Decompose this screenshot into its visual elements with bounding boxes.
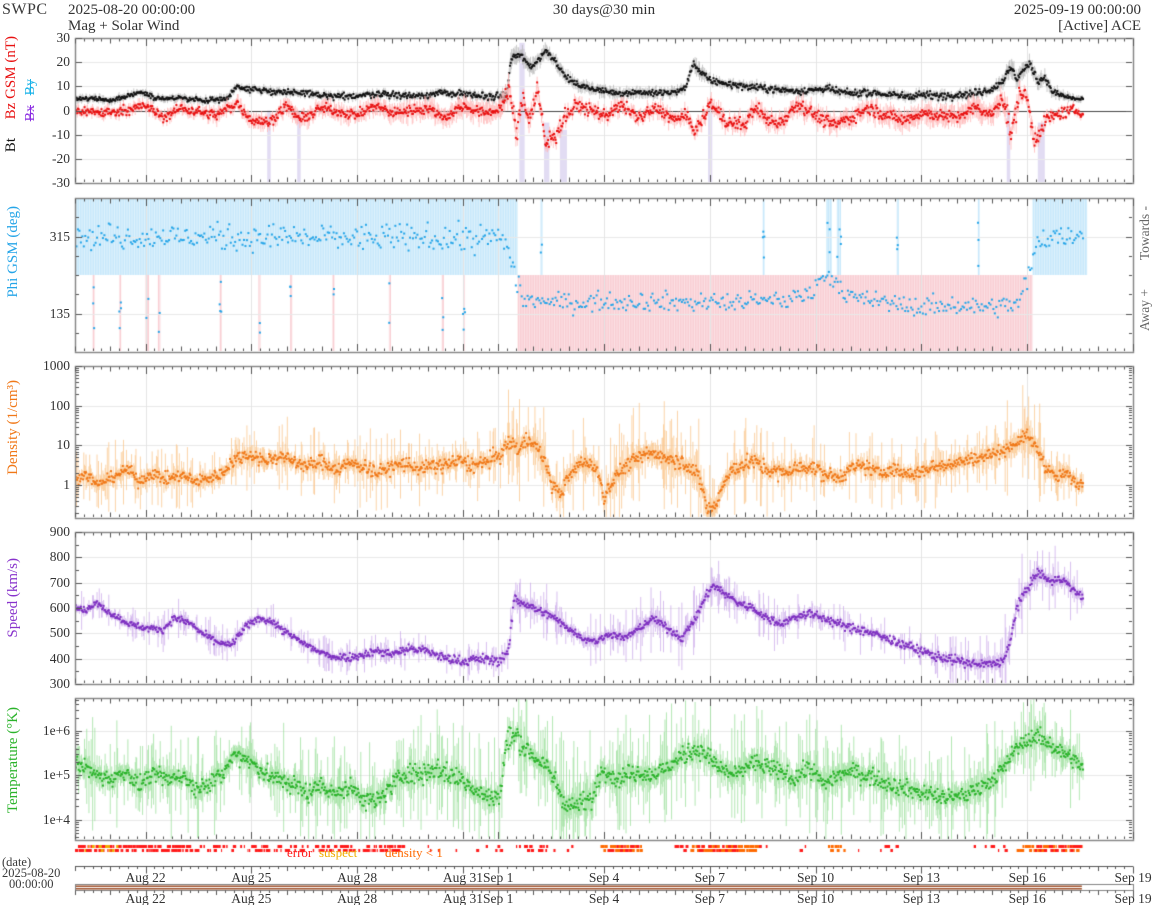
ytick-speed: 300 — [49, 676, 70, 691]
density-axis-title: Density (1/cm³) — [5, 380, 21, 475]
date-tick-row2: Aug 22 — [125, 891, 166, 905]
date-tick-row2: Sep 16 — [1008, 891, 1046, 905]
ytick-density: 1 — [63, 477, 70, 493]
date-tick-row1: Sep 7 — [694, 870, 725, 885]
date-tick-row1: Aug 22 — [125, 870, 166, 885]
ytick-density: 100 — [49, 397, 70, 413]
axis-start-time: 00:00:00 — [9, 877, 54, 891]
ytick-speed: 500 — [49, 625, 70, 641]
date-tick-row2: Sep 4 — [588, 891, 620, 905]
date-tick-row1: Aug 28 — [337, 870, 378, 885]
ytick-mag: 30 — [56, 30, 71, 45]
date-tick-row2: Sep 10 — [797, 891, 835, 905]
spacecraft-status: [Active] ACE — [1058, 18, 1141, 34]
date-tick-row2: Aug 28 — [337, 891, 378, 905]
ytick-phi: 135 — [49, 305, 70, 321]
date-tick-row1: Aug 25 — [231, 870, 272, 885]
date-tick-row2: Sep 13 — [902, 891, 940, 905]
cadence-note: 30 days@30 min — [552, 2, 656, 18]
date-tick-row2: Aug 25 — [231, 891, 272, 905]
ytick-speed: 700 — [49, 574, 70, 590]
date-tick-row1: Sep 10 — [797, 870, 835, 885]
ytick-density: 10 — [56, 437, 71, 453]
date-tick-row1: Sep 13 — [902, 870, 940, 885]
legend-suspect: suspect — [319, 845, 358, 860]
ytick-speed: 800 — [49, 549, 70, 565]
ytick-mag: 20 — [56, 54, 71, 70]
axis-start-date: 2025-08-20 — [2, 866, 61, 880]
start-datetime: 2025-08-20 00:00:00 — [68, 2, 196, 18]
ytick-mag: -20 — [52, 150, 70, 166]
date-tick-row1: Sep 16 — [1008, 870, 1046, 885]
date-tick-row2: Sep 19 — [1114, 891, 1152, 905]
ytick-density: 1000 — [43, 358, 70, 373]
away-sector-label: Away + — [1137, 289, 1152, 331]
date-tick-row1: Sep 1 — [483, 870, 514, 885]
end-datetime: 2025-09-19 00:00:00 — [1013, 2, 1141, 18]
ytick-mag: 0 — [63, 102, 70, 118]
phi-axis-title: Phi GSM (deg) — [5, 206, 21, 298]
ytick-temp: 1e+6 — [42, 722, 70, 738]
date-tick-row1: Sep 19 — [1114, 870, 1152, 885]
ytick-phi: 315 — [49, 228, 70, 244]
date-tick-row2: Aug 31 — [442, 891, 483, 905]
date-tick-row2: Sep 1 — [483, 891, 514, 905]
ytick-mag: 10 — [56, 78, 71, 94]
date-tick-row2: Sep 7 — [694, 891, 725, 905]
ytick-mag: -30 — [52, 175, 70, 190]
ytick-mag: -10 — [52, 126, 70, 142]
ytick-speed: 400 — [49, 650, 70, 666]
ytick-speed: 600 — [49, 600, 70, 615]
date-tick-row1: Sep 4 — [588, 870, 620, 885]
legend-density-lt-1: density < 1 — [385, 845, 443, 860]
date-axis-label: (date) — [2, 855, 32, 869]
ytick-temp: 1e+4 — [42, 811, 70, 827]
source-label: SWPC — [2, 1, 48, 18]
ytick-temp: 1e+5 — [42, 767, 70, 783]
date-tick-row1: Aug 31 — [442, 870, 483, 885]
ytick-speed: 900 — [49, 524, 70, 539]
towards-sector-label: Towards - — [1137, 206, 1152, 261]
plot-subtitle: Mag + Solar Wind — [68, 18, 180, 34]
legend-error: error — [287, 845, 313, 860]
